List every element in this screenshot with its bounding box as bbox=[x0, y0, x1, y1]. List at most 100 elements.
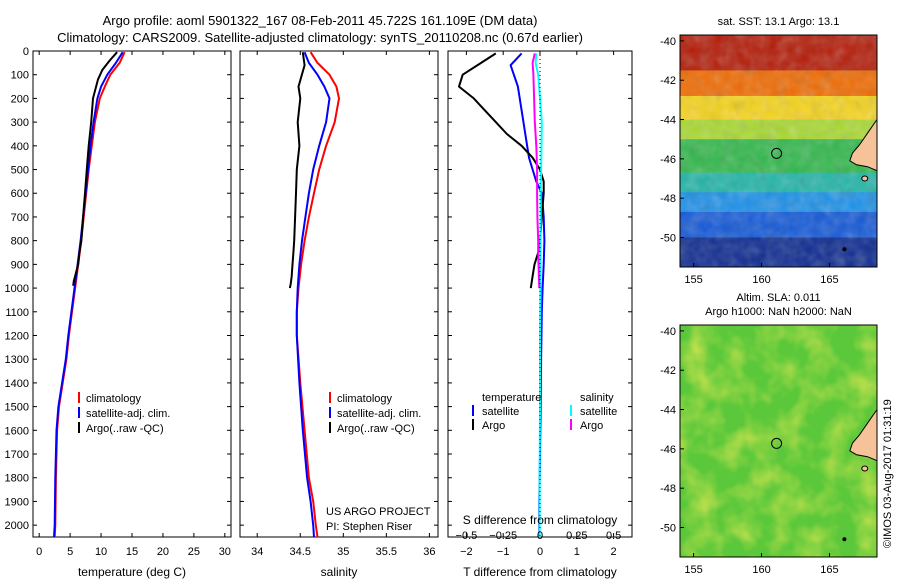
figure-title-line1: Argo profile: aoml 5901322_167 08-Feb-20… bbox=[102, 13, 538, 28]
y-tick-label: 600 bbox=[11, 188, 29, 200]
series-line-1 bbox=[458, 52, 545, 289]
map-subtitle: Argo h1000: NaN h2000: NaN bbox=[705, 306, 852, 318]
top-tick-label: −0.5 bbox=[456, 530, 478, 542]
x-tick-label: 30 bbox=[219, 546, 231, 558]
series-line-2 bbox=[288, 52, 306, 289]
legend-entry: salinity bbox=[580, 392, 614, 404]
sla-map: -40 -42 -44 -46 -48 -50 155 160 165 Altim. SLA: 0… bbox=[660, 292, 878, 576]
x-axis-label: T difference from climatology bbox=[463, 565, 617, 579]
series-line-0 bbox=[53, 51, 126, 538]
imos-timestamp: ©IMOS 03-Aug-2017 01:31:19 bbox=[882, 399, 894, 548]
series-line-0 bbox=[295, 51, 340, 538]
y-tick-label: -40 bbox=[660, 36, 676, 48]
argo-float-marker bbox=[771, 437, 783, 449]
y-tick-label: 500 bbox=[11, 165, 29, 177]
y-tick-label: 900 bbox=[11, 259, 29, 271]
legend-entry: Argo bbox=[580, 420, 603, 432]
legend-entry: Argo(..raw -QC) bbox=[86, 423, 164, 435]
top-tick-label: 0 bbox=[537, 530, 543, 542]
y-tick-label: -46 bbox=[660, 444, 676, 456]
y-tick-label: 1500 bbox=[5, 402, 29, 414]
x-tick-label: 15 bbox=[126, 546, 138, 558]
land-auckland-islands bbox=[842, 247, 847, 252]
legend-entry: climatology bbox=[337, 393, 393, 405]
map-title: sat. SST: 13.1 Argo: 13.1 bbox=[718, 16, 840, 28]
map-frame bbox=[679, 34, 878, 268]
legend-entry: temperature bbox=[482, 392, 541, 404]
land-auckland-islands bbox=[842, 537, 847, 542]
legend-entry: satellite bbox=[482, 406, 519, 418]
x-tick-label: 155 bbox=[684, 274, 702, 286]
y-tick-label: 300 bbox=[11, 117, 29, 129]
argo-float-marker bbox=[771, 147, 783, 159]
land-new-zealand bbox=[849, 408, 877, 462]
series-line-3 bbox=[531, 53, 541, 289]
x-tick-label: 155 bbox=[684, 564, 702, 576]
x-tick-label: 0 bbox=[36, 546, 42, 558]
pi-label: PI: Stephen Riser bbox=[326, 521, 413, 533]
figure-title-line2: Climatology: CARS2009. Satellite-adjuste… bbox=[57, 30, 583, 45]
x-tick-label: 165 bbox=[820, 274, 838, 286]
x-tick-label: 1 bbox=[574, 546, 580, 558]
x-tick-label: 0 bbox=[537, 546, 543, 558]
top-tick-label: −0.25 bbox=[489, 530, 517, 542]
map-field bbox=[680, 325, 877, 557]
sst-map: -40 -42 -44 -46 -48 -50 155 160 165 sat. SST: 13.… bbox=[660, 16, 878, 286]
y-tick-label: 1200 bbox=[5, 330, 29, 342]
map-title: Altim. SLA: 0.011 bbox=[736, 292, 820, 304]
legend-entry: Argo bbox=[482, 420, 505, 432]
y-tick-label: -46 bbox=[660, 154, 676, 166]
profile-panel-0: 0100200300400500600700800900100011001200… bbox=[5, 46, 232, 579]
y-tick-label: -48 bbox=[660, 193, 676, 205]
series-line-1 bbox=[53, 51, 124, 538]
x-tick-label: 36 bbox=[423, 546, 435, 558]
x-tick-label: 35.5 bbox=[376, 546, 397, 558]
legend-entry: climatology bbox=[86, 393, 142, 405]
plot-frame bbox=[32, 50, 232, 538]
x-tick-label: 10 bbox=[95, 546, 107, 558]
series-line-2 bbox=[534, 53, 543, 537]
y-tick-label: -40 bbox=[660, 326, 676, 338]
legend-entry: Argo(..raw -QC) bbox=[337, 423, 415, 435]
series-line-2 bbox=[72, 51, 118, 286]
x-axis-label: salinity bbox=[321, 565, 358, 579]
y-tick-label: -50 bbox=[660, 523, 676, 535]
y-tick-label: 1600 bbox=[5, 425, 29, 437]
y-tick-label: -42 bbox=[660, 365, 676, 377]
x-tick-label: 160 bbox=[752, 564, 770, 576]
y-tick-label: 400 bbox=[11, 141, 29, 153]
top-tick-label: 0.5 bbox=[606, 530, 621, 542]
y-tick-label: -48 bbox=[660, 483, 676, 495]
legend-entry: satellite-adj. clim. bbox=[337, 408, 421, 420]
y-tick-label: 700 bbox=[11, 212, 29, 224]
y-tick-label: -44 bbox=[660, 115, 676, 127]
legend-entry: satellite-adj. clim. bbox=[86, 408, 170, 420]
x-tick-label: −2 bbox=[460, 546, 473, 558]
x-tick-label: 160 bbox=[752, 274, 770, 286]
y-tick-label: 1100 bbox=[5, 307, 29, 319]
top-tick-label: 0.25 bbox=[566, 530, 587, 542]
y-tick-label: -44 bbox=[660, 405, 676, 417]
map-frame bbox=[679, 324, 878, 558]
x-tick-label: 25 bbox=[188, 546, 200, 558]
y-tick-label: 800 bbox=[11, 236, 29, 248]
x-axis-label: temperature (deg C) bbox=[78, 565, 186, 579]
x-tick-label: 34 bbox=[251, 546, 263, 558]
y-tick-label: -50 bbox=[660, 233, 676, 245]
y-tick-label: 100 bbox=[11, 70, 29, 82]
legend-entry: satellite bbox=[580, 406, 617, 418]
y-tick-label: -42 bbox=[660, 75, 676, 87]
plot-frame bbox=[239, 50, 439, 538]
y-tick-label: 1900 bbox=[5, 496, 29, 508]
profile-panel-2: −2 −1 0 1 2 T difference from climatology S di… bbox=[447, 50, 633, 579]
y-tick-label: 1400 bbox=[5, 378, 29, 390]
x-tick-label: 34.5 bbox=[290, 546, 311, 558]
map-field bbox=[680, 35, 877, 267]
y-tick-label: 2000 bbox=[5, 520, 29, 532]
x-tick-label: 2 bbox=[611, 546, 617, 558]
x-tick-label: 165 bbox=[820, 564, 838, 576]
y-tick-label: 0 bbox=[23, 46, 29, 58]
land-stewart-island bbox=[861, 175, 869, 182]
top-axis-label: S difference from climatology bbox=[463, 513, 618, 527]
